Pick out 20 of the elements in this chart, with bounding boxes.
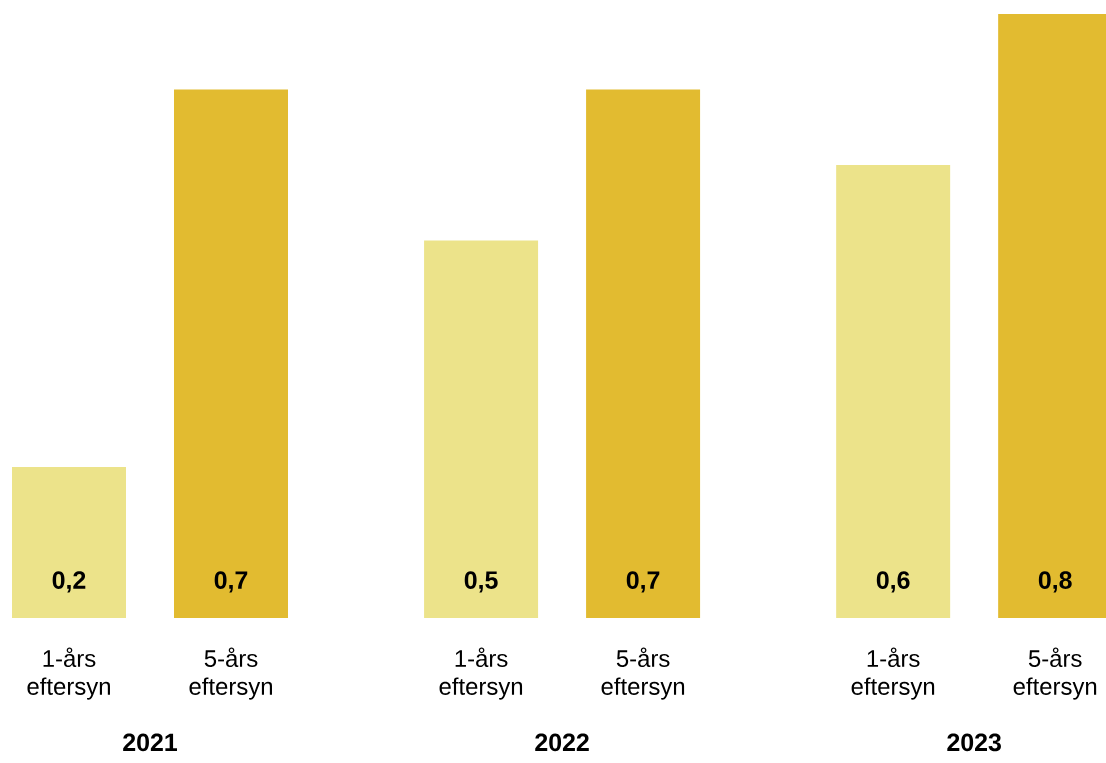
- series-label: 5-års eftersyn: [189, 647, 272, 700]
- text: 5-års eftersyn: [1013, 647, 1097, 700]
- bar: [586, 89, 701, 618]
- data-label: 0,5: [464, 571, 498, 593]
- text: 1-års eftersyn: [439, 647, 523, 700]
- x-tick-label: 2022: [535, 733, 589, 752]
- text: 5-års eftersyn: [601, 647, 685, 700]
- bar: [836, 165, 951, 618]
- bar: [174, 89, 288, 618]
- data-label: 0,6: [876, 571, 910, 593]
- data-label: 0,7: [214, 571, 248, 593]
- data-label: 0,8: [1038, 571, 1072, 593]
- data-label: 0,2: [52, 571, 86, 593]
- text: 1-års eftersyn: [851, 647, 935, 700]
- x-tick-label: 2021: [123, 733, 177, 752]
- series-label: 1-års eftersyn: [27, 647, 110, 700]
- bar: [424, 240, 539, 618]
- x-tick-label: 2023: [947, 733, 1001, 752]
- data-label: 0,7: [626, 571, 660, 593]
- bar: [12, 467, 126, 618]
